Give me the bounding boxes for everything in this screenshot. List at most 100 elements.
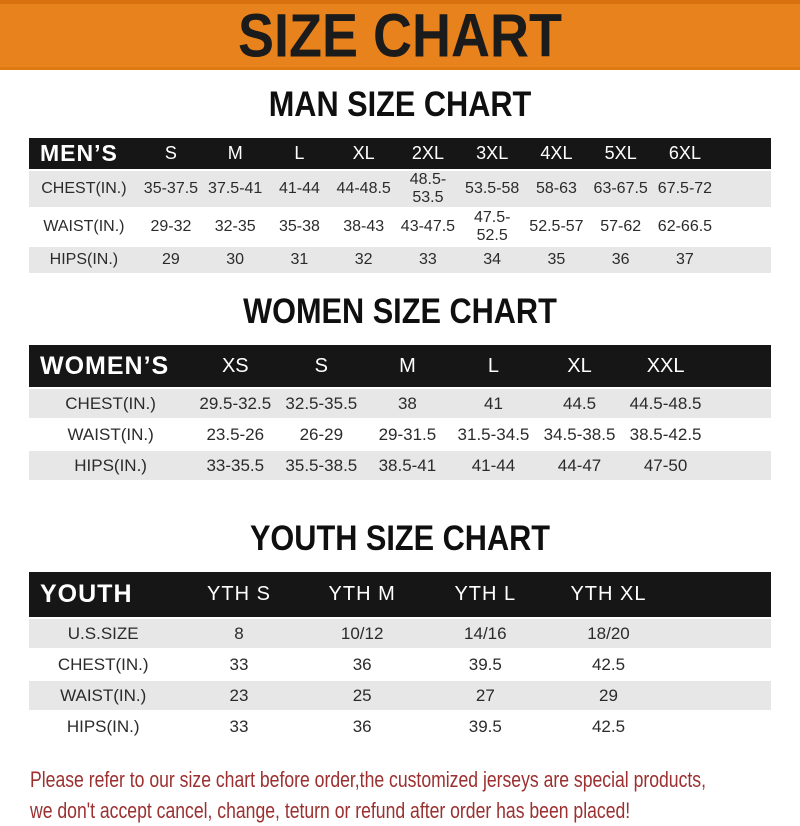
page-title: SIZE CHART (238, 0, 562, 70)
size-value-cell: 26-29 (278, 420, 365, 449)
spacer-cell (708, 345, 771, 387)
section-men: MAN SIZE CHART MEN’S S M L XL 2XL 3XL 4X… (0, 83, 800, 275)
size-value-cell: 38 (364, 389, 451, 418)
size-value-cell: 38.5-42.5 (622, 420, 709, 449)
size-value-cell: 62-66.5 (652, 209, 718, 245)
men-section-heading: MAN SIZE CHART (268, 83, 532, 124)
row-label-cell: CHEST(IN.) (29, 171, 139, 207)
size-value-cell: 25 (300, 681, 424, 710)
size-value-cell: 39.5 (423, 712, 547, 741)
size-value-cell: 44.5 (536, 389, 623, 418)
table-row-hips: HIPS(IN.) 33 36 39.5 42.5 (29, 712, 771, 741)
spacer-cell (708, 451, 771, 480)
size-value-cell: 31.5-34.5 (450, 420, 537, 449)
size-value-cell: 42.5 (546, 650, 671, 679)
size-value-cell: 14/16 (423, 619, 547, 648)
row-label-cell: WAIST(IN.) (29, 420, 193, 449)
youth-table-title: YOUTH (29, 572, 178, 617)
size-value-cell: 23 (177, 681, 301, 710)
column-header: S (278, 345, 365, 387)
table-row-hips: HIPS(IN.) 29 30 31 32 33 34 35 36 37 (29, 247, 771, 273)
table-row-waist: WAIST(IN.) 23 25 27 29 (29, 681, 771, 710)
row-label-cell: HIPS(IN.) (29, 451, 193, 480)
footer-line-1: Please refer to our size chart before or… (30, 767, 706, 792)
youth-size-table: YOUTH YTH S YTH M YTH L YTH XL U.S.SIZE … (29, 570, 771, 743)
size-value-cell: 33-35.5 (192, 451, 279, 480)
size-value-cell: 53.5-58 (460, 171, 525, 207)
column-header: YTH L (423, 572, 547, 617)
size-value-cell: 30 (203, 247, 268, 273)
row-label-cell: HIPS(IN.) (29, 712, 178, 741)
size-value-cell: 43-47.5 (395, 209, 461, 245)
size-value-cell: 31 (267, 247, 332, 273)
size-value-cell: 36 (300, 650, 424, 679)
size-value-cell: 48.5-53.5 (395, 171, 461, 207)
spacer-cell (670, 619, 771, 648)
column-header: 3XL (460, 138, 525, 169)
spacer-cell (708, 389, 771, 418)
size-value-cell: 44.5-48.5 (622, 389, 709, 418)
row-label-cell: CHEST(IN.) (29, 650, 178, 679)
spacer-cell (670, 712, 771, 741)
size-value-cell: 35-38 (267, 209, 332, 245)
youth-section-heading: YOUTH SIZE CHART (249, 517, 551, 558)
size-value-cell: 37.5-41 (203, 171, 268, 207)
table-row-waist: WAIST(IN.) 23.5-26 26-29 29-31.5 31.5-34… (29, 420, 771, 449)
size-value-cell: 58-63 (524, 171, 589, 207)
size-value-cell: 35-37.5 (138, 171, 204, 207)
size-value-cell: 32-35 (203, 209, 268, 245)
size-value-cell: 41 (450, 389, 537, 418)
column-header: YTH XL (546, 572, 671, 617)
column-header: XXL (622, 345, 709, 387)
table-row-chest: CHEST(IN.) 29.5-32.5 32.5-35.5 38 41 44.… (29, 389, 771, 418)
size-value-cell: 33 (177, 650, 301, 679)
size-value-cell: 33 (395, 247, 461, 273)
men-size-table: MEN’S S M L XL 2XL 3XL 4XL 5XL 6XL CHEST… (29, 136, 771, 275)
column-header: S (138, 138, 204, 169)
size-value-cell: 41-44 (450, 451, 537, 480)
size-value-cell: 38.5-41 (364, 451, 451, 480)
size-value-cell: 57-62 (588, 209, 653, 245)
column-header: 5XL (588, 138, 653, 169)
size-value-cell: 41-44 (267, 171, 332, 207)
banner: SIZE CHART (0, 0, 800, 70)
youth-table-header-row: YOUTH YTH S YTH M YTH L YTH XL (29, 572, 771, 617)
section-youth: YOUTH SIZE CHART YOUTH YTH S YTH M YTH L… (0, 517, 800, 743)
size-value-cell: 37 (652, 247, 718, 273)
size-value-cell: 36 (300, 712, 424, 741)
women-section-heading: WOMEN SIZE CHART (243, 290, 557, 331)
row-label-cell: U.S.SIZE (29, 619, 178, 648)
table-row-chest: CHEST(IN.) 35-37.5 37.5-41 41-44 44-48.5… (29, 171, 771, 207)
size-value-cell: 27 (423, 681, 547, 710)
size-value-cell: 35.5-38.5 (278, 451, 365, 480)
women-table-title: WOMEN’S (29, 345, 193, 387)
size-value-cell: 29-32 (138, 209, 204, 245)
column-header: XS (192, 345, 279, 387)
size-value-cell: 42.5 (546, 712, 671, 741)
row-label-cell: HIPS(IN.) (29, 247, 139, 273)
column-header: L (267, 138, 332, 169)
size-value-cell: 63-67.5 (588, 171, 653, 207)
size-value-cell: 29 (546, 681, 671, 710)
column-header: YTH S (177, 572, 301, 617)
size-value-cell: 8 (177, 619, 301, 648)
table-row-hips: HIPS(IN.) 33-35.5 35.5-38.5 38.5-41 41-4… (29, 451, 771, 480)
spacer-cell (717, 209, 771, 245)
column-header: XL (331, 138, 396, 169)
size-value-cell: 32 (331, 247, 396, 273)
size-value-cell: 38-43 (331, 209, 396, 245)
size-value-cell: 52.5-57 (524, 209, 589, 245)
column-header: M (203, 138, 268, 169)
spacer-cell (717, 171, 771, 207)
table-row-chest: CHEST(IN.) 33 36 39.5 42.5 (29, 650, 771, 679)
size-value-cell: 35 (524, 247, 589, 273)
size-value-cell: 47-50 (622, 451, 709, 480)
size-value-cell: 44-47 (536, 451, 623, 480)
column-header: XL (536, 345, 623, 387)
size-value-cell: 10/12 (300, 619, 424, 648)
men-table-header-row: MEN’S S M L XL 2XL 3XL 4XL 5XL 6XL (29, 138, 771, 169)
size-value-cell: 47.5-52.5 (460, 209, 525, 245)
size-value-cell: 18/20 (546, 619, 671, 648)
row-label-cell: WAIST(IN.) (29, 681, 178, 710)
